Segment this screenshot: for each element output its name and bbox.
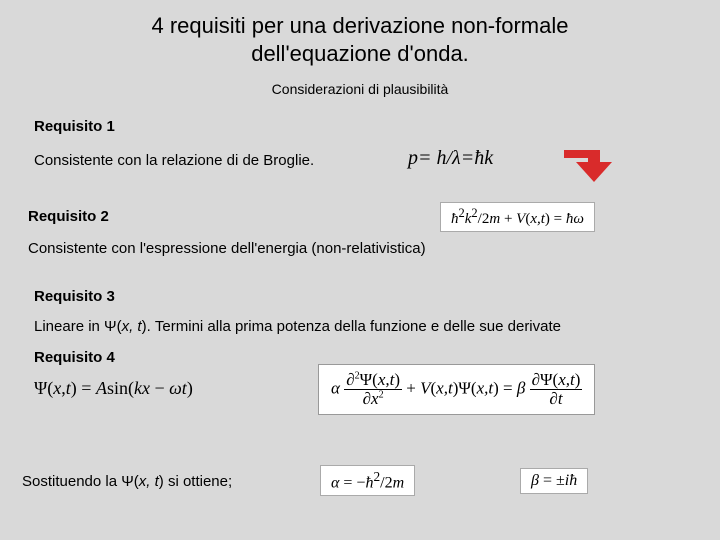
req1-text: Consistente con la relazione di de Brogl… <box>34 152 314 169</box>
energy-equation: ħ2k2/2m + V(x,t) = ħω <box>440 202 595 232</box>
slide-title: 4 requisiti per una derivazione non-form… <box>0 0 720 67</box>
subst-text-a: Sostituendo la Ψ( <box>22 473 139 490</box>
subst-text-c: ) si ottiene; <box>159 473 232 490</box>
subtitle: Considerazioni di plausibilità <box>0 81 720 97</box>
req2-text: Consistente con l'espressione dell'energ… <box>28 240 426 257</box>
title-line1: 4 requisiti per una derivazione non-form… <box>151 13 568 38</box>
req1-label: Requisito 1 <box>34 118 115 135</box>
psi-equation: Ψ(x,t) = Asin(kx − ωt) <box>34 378 193 399</box>
subst-text: Sostituendo la Ψ(x, t) si ottiene; <box>22 473 232 490</box>
title-line2: dell'equazione d'onda. <box>251 41 469 66</box>
req4-label: Requisito 4 <box>34 349 115 366</box>
alpha-equation: α = −ħ2/2m <box>320 465 415 496</box>
wave-equation: α ∂2Ψ(x,t)∂x2 + V(x,t)Ψ(x,t) = β ∂Ψ(x,t)… <box>318 364 595 415</box>
req3-text: Lineare in Ψ(x, t). Termini alla prima p… <box>34 318 561 335</box>
arrow-icon <box>558 142 618 184</box>
req3-label: Requisito 3 <box>34 288 115 305</box>
req3-text-b: x, t <box>122 318 142 335</box>
req3-text-c: ). Termini alla prima potenza della funz… <box>142 318 561 335</box>
req3-text-a: Lineare in Ψ( <box>34 318 122 335</box>
subst-text-b: x, t <box>139 473 159 490</box>
beta-equation: β = ±iħ <box>520 468 588 494</box>
req2-label: Requisito 2 <box>28 208 109 225</box>
req1-formula: p= h/λ=ħk <box>408 147 493 170</box>
